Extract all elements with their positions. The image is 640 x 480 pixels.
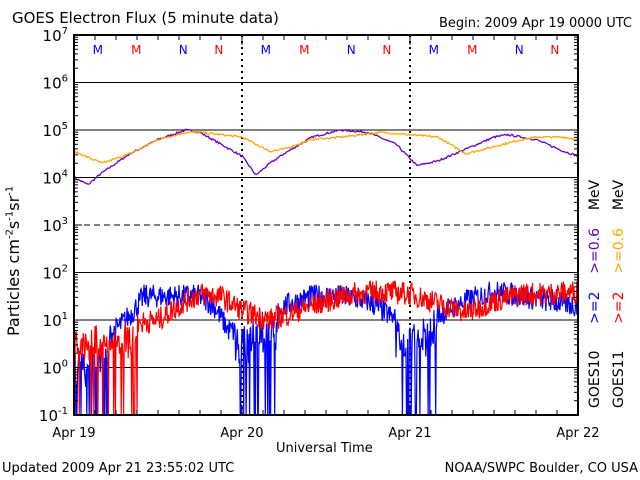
x-tick-label: Apr 22	[556, 426, 599, 441]
y-tick-label: 101	[43, 311, 68, 330]
legend-item-goes11-2mev: >=2	[611, 291, 627, 324]
y-label-sr: sr	[4, 195, 23, 211]
y-tick-label: 106	[43, 74, 68, 93]
legend-item-goes11-06mev: >=0.6	[611, 227, 627, 274]
begin-time: Begin: 2009 Apr 19 0000 UTC	[438, 16, 632, 31]
y-tick-label: 103	[43, 216, 68, 235]
y-tick-label: 102	[43, 264, 68, 283]
local-time-marker: N	[382, 43, 391, 57]
legend-unit: MeV	[611, 179, 627, 211]
y-tick-label: 107	[43, 26, 68, 45]
y-label-exp: -2	[4, 229, 16, 240]
series-line-goes10-0-6-mev	[73, 128, 579, 185]
legend-goes10: GOES10 >=2 >=0.6 MeV	[587, 180, 603, 408]
legend-item-goes10-06mev: >=0.6	[587, 227, 603, 274]
y-label-exp: -1	[4, 210, 16, 221]
y-tick-label: 105	[43, 121, 68, 140]
local-time-marker: N	[214, 43, 223, 57]
y-label-s: s	[4, 220, 23, 230]
local-time-marker: M	[299, 43, 309, 57]
legend-unit: MeV	[587, 179, 603, 211]
legend-item-goes10-2mev: >=2	[587, 291, 603, 324]
x-axis-label: Universal Time	[276, 441, 373, 456]
series-line-goes11-2-mev	[73, 280, 578, 416]
local-time-marker: N	[347, 43, 356, 57]
updated-time: Updated 2009 Apr 21 23:55:02 UTC	[2, 461, 235, 476]
chart-title: GOES Electron Flux (5 minute data)	[12, 9, 279, 27]
legend-sat: GOES11	[611, 350, 627, 408]
y-label-exp: -1	[4, 185, 16, 196]
y-label-base: Particles cm	[4, 239, 23, 336]
local-time-marker: N	[179, 43, 188, 57]
local-time-marker: M	[467, 43, 477, 57]
y-tick-label: 100	[43, 359, 68, 378]
local-time-marker: M	[93, 43, 103, 57]
y-tick-label: 104	[43, 169, 68, 188]
legend-goes11: GOES11 >=2 >=0.6 MeV	[611, 180, 627, 408]
local-time-marker: N	[515, 43, 524, 57]
local-time-marker: N	[550, 43, 559, 57]
y-tick-label: 10-1	[39, 406, 68, 425]
x-tick-label: Apr 19	[52, 426, 95, 441]
x-tick-label: Apr 21	[388, 426, 431, 441]
local-time-marker: M	[429, 43, 439, 57]
local-time-marker: M	[261, 43, 271, 57]
local-time-marker: M	[131, 43, 141, 57]
x-tick-label: Apr 20	[220, 426, 263, 441]
series-line-goes11-0-6-mev	[73, 131, 579, 164]
legend-sat: GOES10	[587, 350, 603, 408]
y-axis-label: Particles cm-2s-1sr-1	[4, 186, 23, 336]
credit: NOAA/SWPC Boulder, CO USA	[444, 461, 638, 476]
